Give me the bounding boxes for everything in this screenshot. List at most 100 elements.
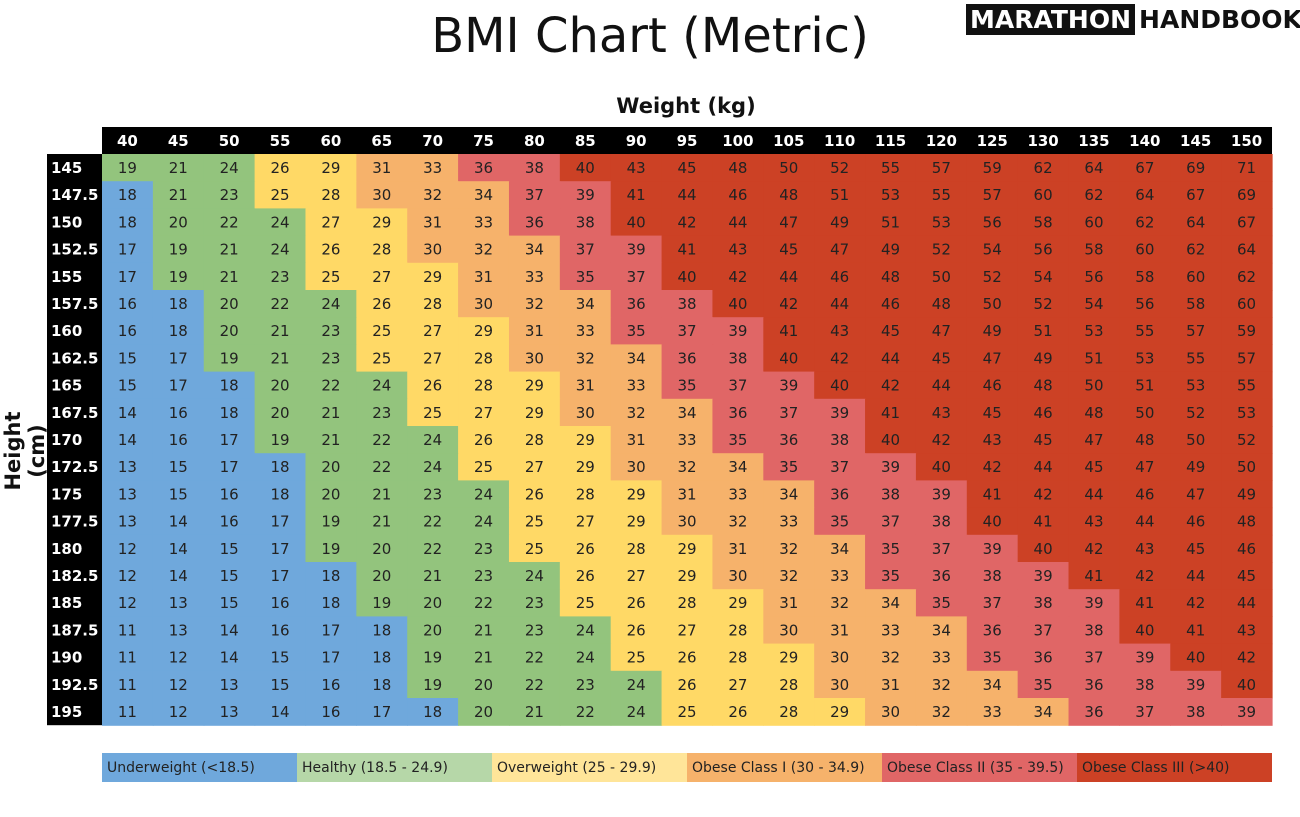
heatmap-cell xyxy=(356,344,408,373)
cell-value-label: 49 xyxy=(983,322,1002,340)
heatmap-cell xyxy=(1221,235,1273,264)
heatmap-cell xyxy=(152,235,205,264)
cell-value-label: 25 xyxy=(525,540,544,558)
cell-value-label: 18 xyxy=(169,322,188,340)
cell-value-label: 11 xyxy=(118,621,137,639)
heatmap-cell xyxy=(1119,317,1171,345)
cell-value-label: 36 xyxy=(525,213,544,231)
cell-value-label: 46 xyxy=(881,295,900,313)
heatmap-cell xyxy=(305,453,357,481)
heatmap-cell xyxy=(254,534,307,563)
cell-value-label: 18 xyxy=(270,458,289,476)
heatmap-cell xyxy=(966,698,1019,726)
heatmap-cell xyxy=(814,589,866,617)
heatmap-cell xyxy=(966,398,1019,427)
heatmap-cell xyxy=(305,371,357,400)
heatmap-cell xyxy=(407,398,459,427)
cell-value-label: 55 xyxy=(932,186,951,204)
cell-value-label: 36 xyxy=(1084,676,1103,694)
cell-value-label: 47 xyxy=(932,322,951,340)
heatmap-cell xyxy=(305,562,357,590)
cell-value-label: 24 xyxy=(321,295,340,313)
heatmap-cell xyxy=(407,208,459,237)
heatmap-cell xyxy=(1068,616,1120,645)
cell-value-label: 48 xyxy=(779,186,798,204)
cell-value-label: 32 xyxy=(830,594,849,612)
cell-value-label: 29 xyxy=(525,377,544,395)
cell-value-label: 19 xyxy=(321,513,340,531)
cell-value-label: 50 xyxy=(983,295,1002,313)
cell-value-label: 31 xyxy=(881,676,900,694)
cell-value-label: 69 xyxy=(1237,186,1256,204)
cell-value-label: 30 xyxy=(372,186,391,204)
heatmap-cell xyxy=(102,453,154,481)
heatmap-cell xyxy=(254,344,307,373)
heatmap-cell xyxy=(915,181,968,209)
cell-value-label: 26 xyxy=(321,241,340,259)
cell-value-label: 32 xyxy=(576,349,595,367)
heatmap-cell xyxy=(661,562,714,590)
cell-value-label: 37 xyxy=(1135,703,1154,721)
y-tick-label: 185 xyxy=(51,594,82,612)
heatmap-cell xyxy=(661,507,714,536)
x-tick-label: 75 xyxy=(473,132,494,150)
cell-value-label: 29 xyxy=(830,703,849,721)
heatmap-cell xyxy=(152,426,205,454)
cell-value-label: 24 xyxy=(525,567,544,585)
heatmap-cell xyxy=(661,235,714,264)
cell-value-label: 14 xyxy=(270,703,289,721)
cell-value-label: 26 xyxy=(627,594,646,612)
cell-value-label: 32 xyxy=(474,241,493,259)
heatmap-cell xyxy=(1119,589,1171,617)
cell-value-label: 26 xyxy=(576,567,595,585)
cell-value-label: 35 xyxy=(1034,676,1053,694)
heatmap-cell xyxy=(508,371,561,400)
cell-value-label: 41 xyxy=(779,322,798,340)
heatmap-cell xyxy=(356,562,408,590)
heatmap-cell xyxy=(1068,344,1120,373)
heatmap-cell xyxy=(814,235,866,264)
heatmap-cell xyxy=(814,507,866,536)
heatmap-cell xyxy=(152,181,205,209)
cell-value-label: 30 xyxy=(779,621,798,639)
heatmap-cell xyxy=(203,698,256,726)
cell-value-label: 40 xyxy=(1034,540,1053,558)
cell-value-label: 28 xyxy=(474,377,493,395)
heatmap-cell xyxy=(1119,181,1171,209)
cell-value-label: 40 xyxy=(830,377,849,395)
cell-value-label: 37 xyxy=(830,458,849,476)
cell-value-label: 52 xyxy=(932,241,951,259)
heatmap-cell xyxy=(559,208,612,237)
heatmap-cell xyxy=(508,426,561,454)
heatmap-cell xyxy=(966,507,1019,536)
heatmap-cell xyxy=(305,181,357,209)
cell-value-label: 34 xyxy=(627,349,646,367)
heatmap-cell xyxy=(559,371,612,400)
cell-value-label: 22 xyxy=(372,458,391,476)
heatmap-cell xyxy=(559,344,612,373)
cell-value-label: 24 xyxy=(474,485,493,503)
cell-value-label: 54 xyxy=(1084,295,1103,313)
heatmap-cell xyxy=(712,181,764,209)
cell-value-label: 24 xyxy=(423,458,442,476)
cell-value-label: 60 xyxy=(1186,268,1205,286)
cell-value-label: 20 xyxy=(423,594,442,612)
heatmap-cell xyxy=(102,480,154,509)
cell-value-label: 34 xyxy=(474,186,493,204)
cell-value-label: 67 xyxy=(1135,159,1154,177)
heatmap-cell xyxy=(1017,344,1070,373)
heatmap-cell xyxy=(1221,426,1273,454)
cell-value-label: 18 xyxy=(321,594,340,612)
heatmap-cell xyxy=(1170,616,1222,645)
cell-value-label: 40 xyxy=(627,213,646,231)
cell-value-label: 35 xyxy=(779,458,798,476)
heatmap-cell xyxy=(356,235,408,264)
cell-value-label: 12 xyxy=(169,676,188,694)
cell-value-label: 22 xyxy=(321,377,340,395)
heatmap-cell xyxy=(508,154,561,182)
cell-value-label: 17 xyxy=(118,268,137,286)
cell-value-label: 16 xyxy=(270,594,289,612)
cell-value-label: 49 xyxy=(1186,458,1205,476)
cell-value-label: 33 xyxy=(423,159,442,177)
heatmap-cell xyxy=(763,589,815,617)
